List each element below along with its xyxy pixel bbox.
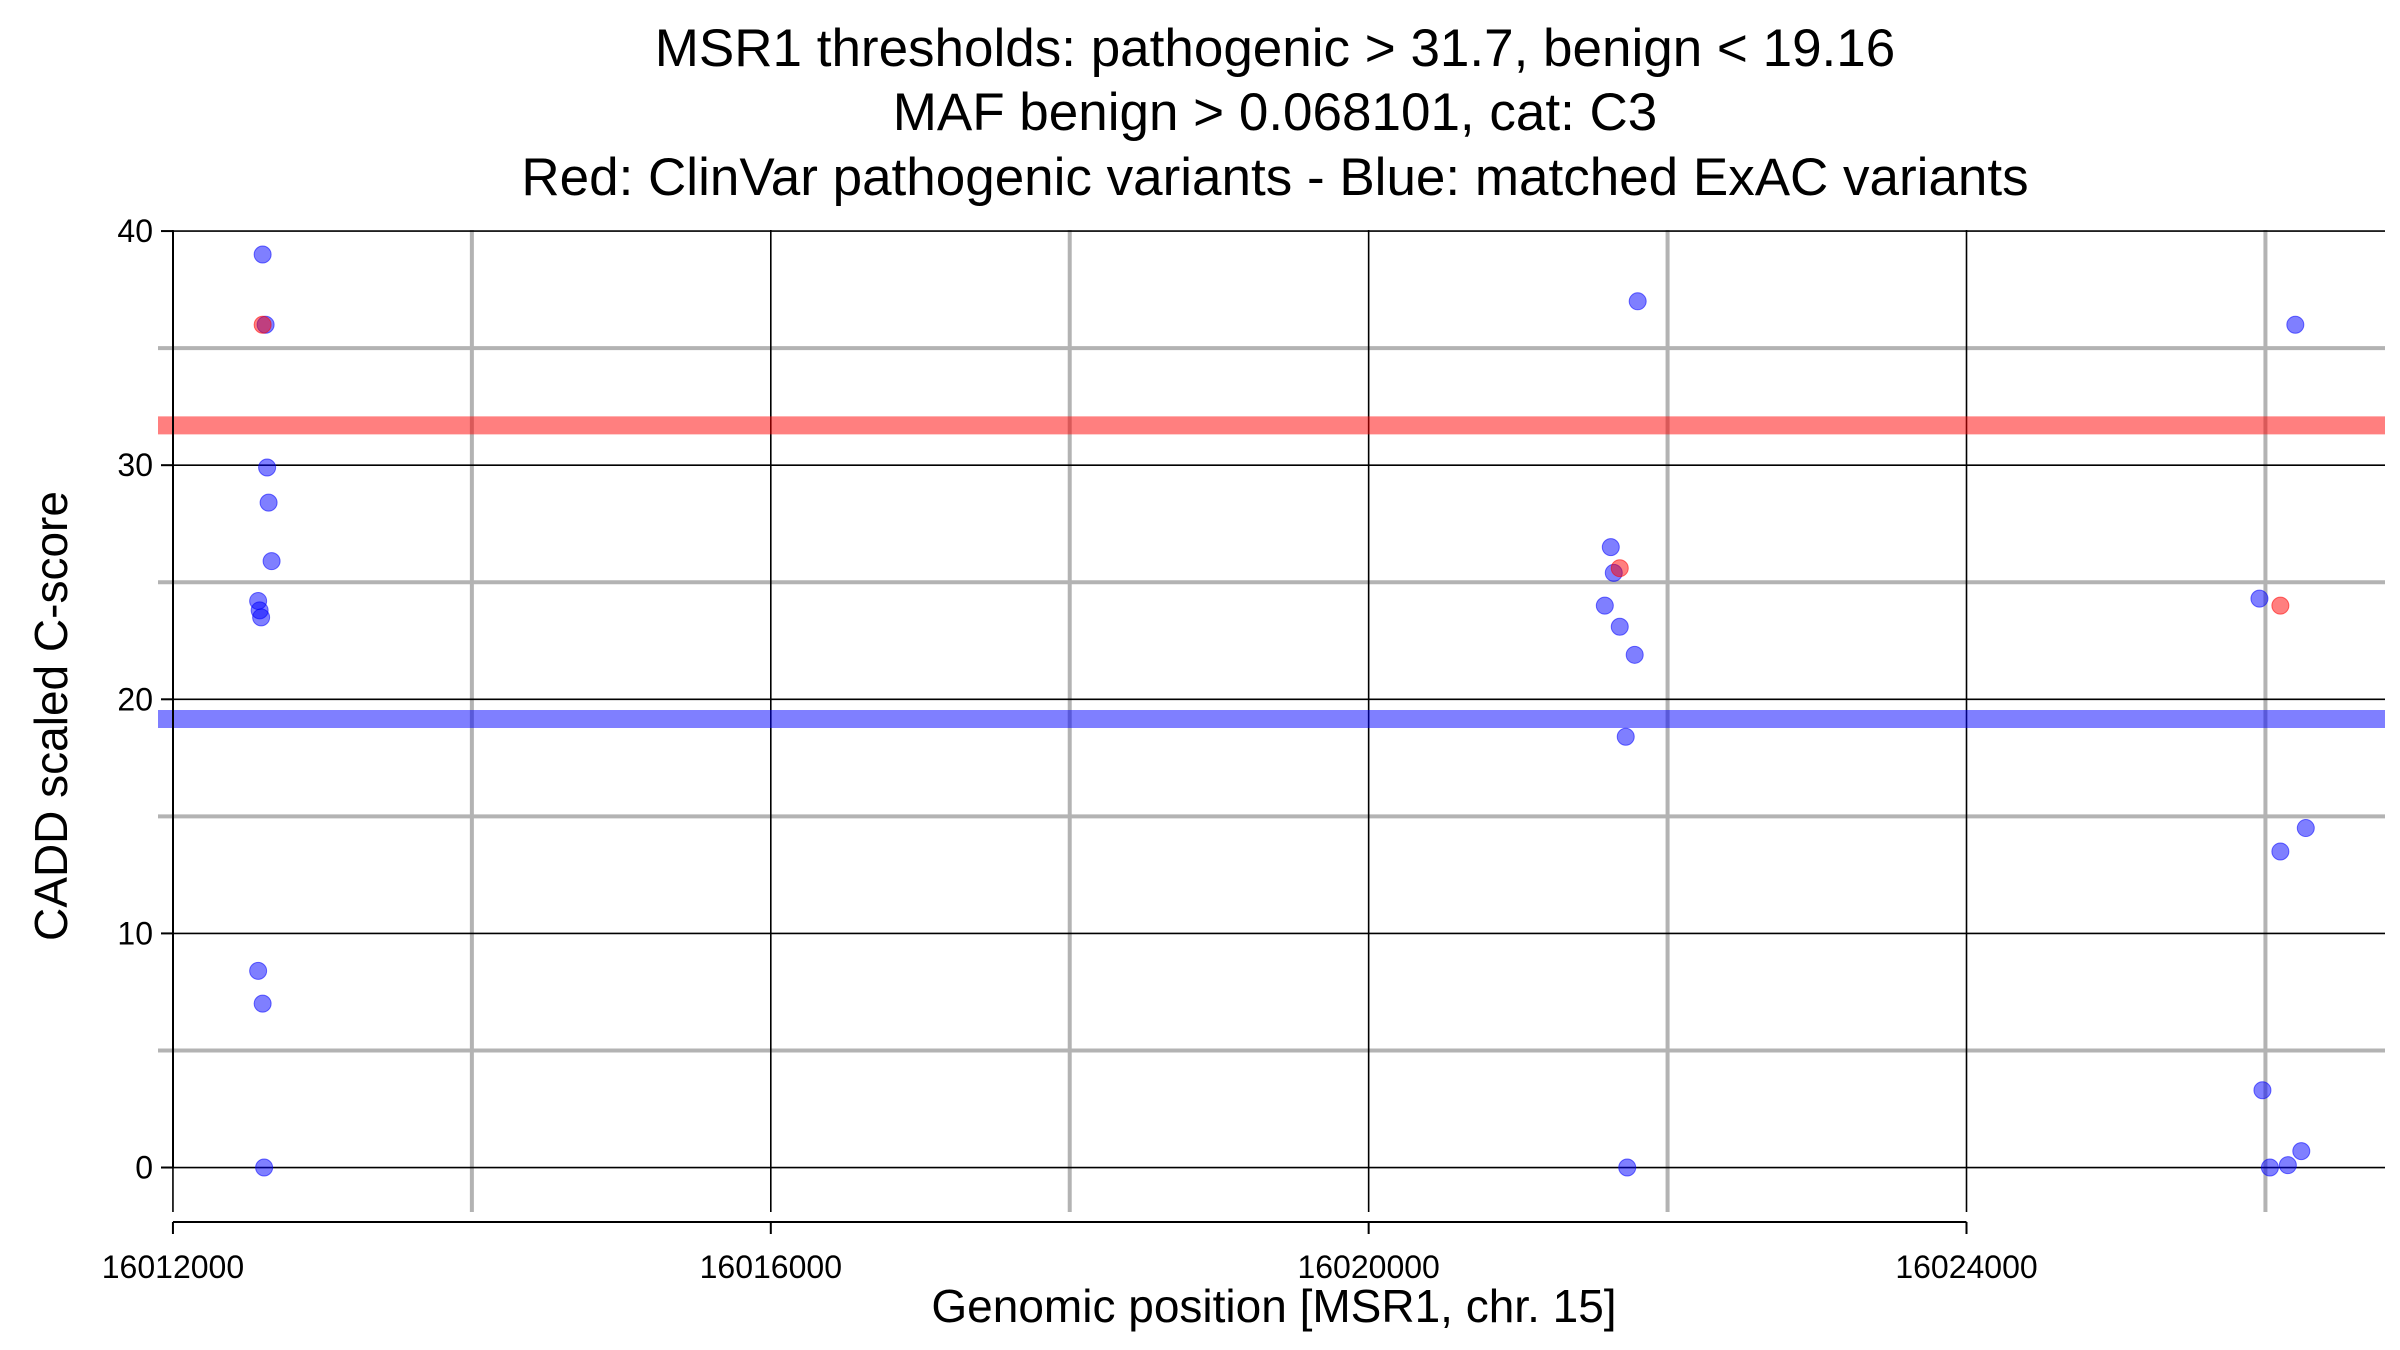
major-gridlines bbox=[172, 230, 2385, 1212]
chart-title-line-2: MAF benign > 0.068101, cat: C3 bbox=[893, 83, 1658, 142]
exac-variant-point bbox=[253, 994, 272, 1013]
tick-labels: 0 10 20 30 40 16012000 16016000 16020000 1602400… bbox=[102, 213, 2038, 1285]
y-tick-label: 40 bbox=[117, 213, 153, 249]
exac-variant-point bbox=[2278, 1156, 2297, 1175]
y-tick-label: 10 bbox=[117, 915, 153, 951]
exac-variant-point bbox=[1610, 617, 1629, 636]
exac-variant-point bbox=[1601, 538, 1620, 557]
exac-variant-point bbox=[2296, 819, 2315, 838]
exac-variant-point bbox=[1595, 596, 1614, 615]
y-axis-title: CADD scaled C-score bbox=[25, 491, 77, 941]
chart-title-line-3: Red: ClinVar pathogenic variants - Blue:… bbox=[521, 148, 2028, 207]
exac-variant-point bbox=[255, 1158, 274, 1177]
data-points bbox=[249, 245, 2315, 1177]
exac-variant-point bbox=[2271, 842, 2290, 861]
x-tick-label: 16024000 bbox=[1895, 1249, 2037, 1285]
exac-variant-point bbox=[249, 961, 268, 980]
x-tick-label: 16016000 bbox=[700, 1249, 842, 1285]
exac-variant-point bbox=[2292, 1142, 2311, 1161]
exac-variant-point bbox=[262, 552, 281, 571]
exac-variant-point bbox=[1616, 727, 1635, 746]
exac-variant-point bbox=[2286, 315, 2305, 334]
chart-title: MSR1 thresholds: pathogenic > 31.7, beni… bbox=[521, 19, 2028, 207]
exac-variant-point bbox=[252, 608, 271, 627]
exac-variant-point bbox=[258, 458, 277, 477]
threshold-lines bbox=[158, 416, 2385, 728]
exac-variant-point bbox=[2260, 1158, 2279, 1177]
axes bbox=[161, 230, 1968, 1234]
exac-variant-point bbox=[2250, 589, 2269, 608]
chart-title-line-1: MSR1 thresholds: pathogenic > 31.7, beni… bbox=[655, 19, 1895, 78]
y-tick-label: 0 bbox=[135, 1150, 153, 1186]
x-tick-label: 16020000 bbox=[1297, 1249, 1439, 1285]
y-tick-label: 30 bbox=[117, 447, 153, 483]
x-tick-label: 16012000 bbox=[102, 1249, 244, 1285]
exac-variant-point bbox=[1618, 1158, 1637, 1177]
exac-variant-point bbox=[2253, 1081, 2272, 1100]
exac-variant-point bbox=[253, 245, 272, 264]
exac-variant-point bbox=[1625, 645, 1644, 664]
x-axis-title: Genomic position [MSR1, chr. 15] bbox=[931, 1280, 1616, 1332]
clinvar-pathogenic-point bbox=[253, 315, 272, 334]
y-tick-label: 20 bbox=[117, 681, 153, 717]
exac-variant-point bbox=[1628, 292, 1647, 311]
clinvar-pathogenic-point bbox=[1610, 559, 1629, 578]
clinvar-pathogenic-point bbox=[2271, 596, 2290, 615]
minor-gridlines bbox=[158, 230, 2385, 1212]
exac-variant-point bbox=[259, 493, 278, 512]
